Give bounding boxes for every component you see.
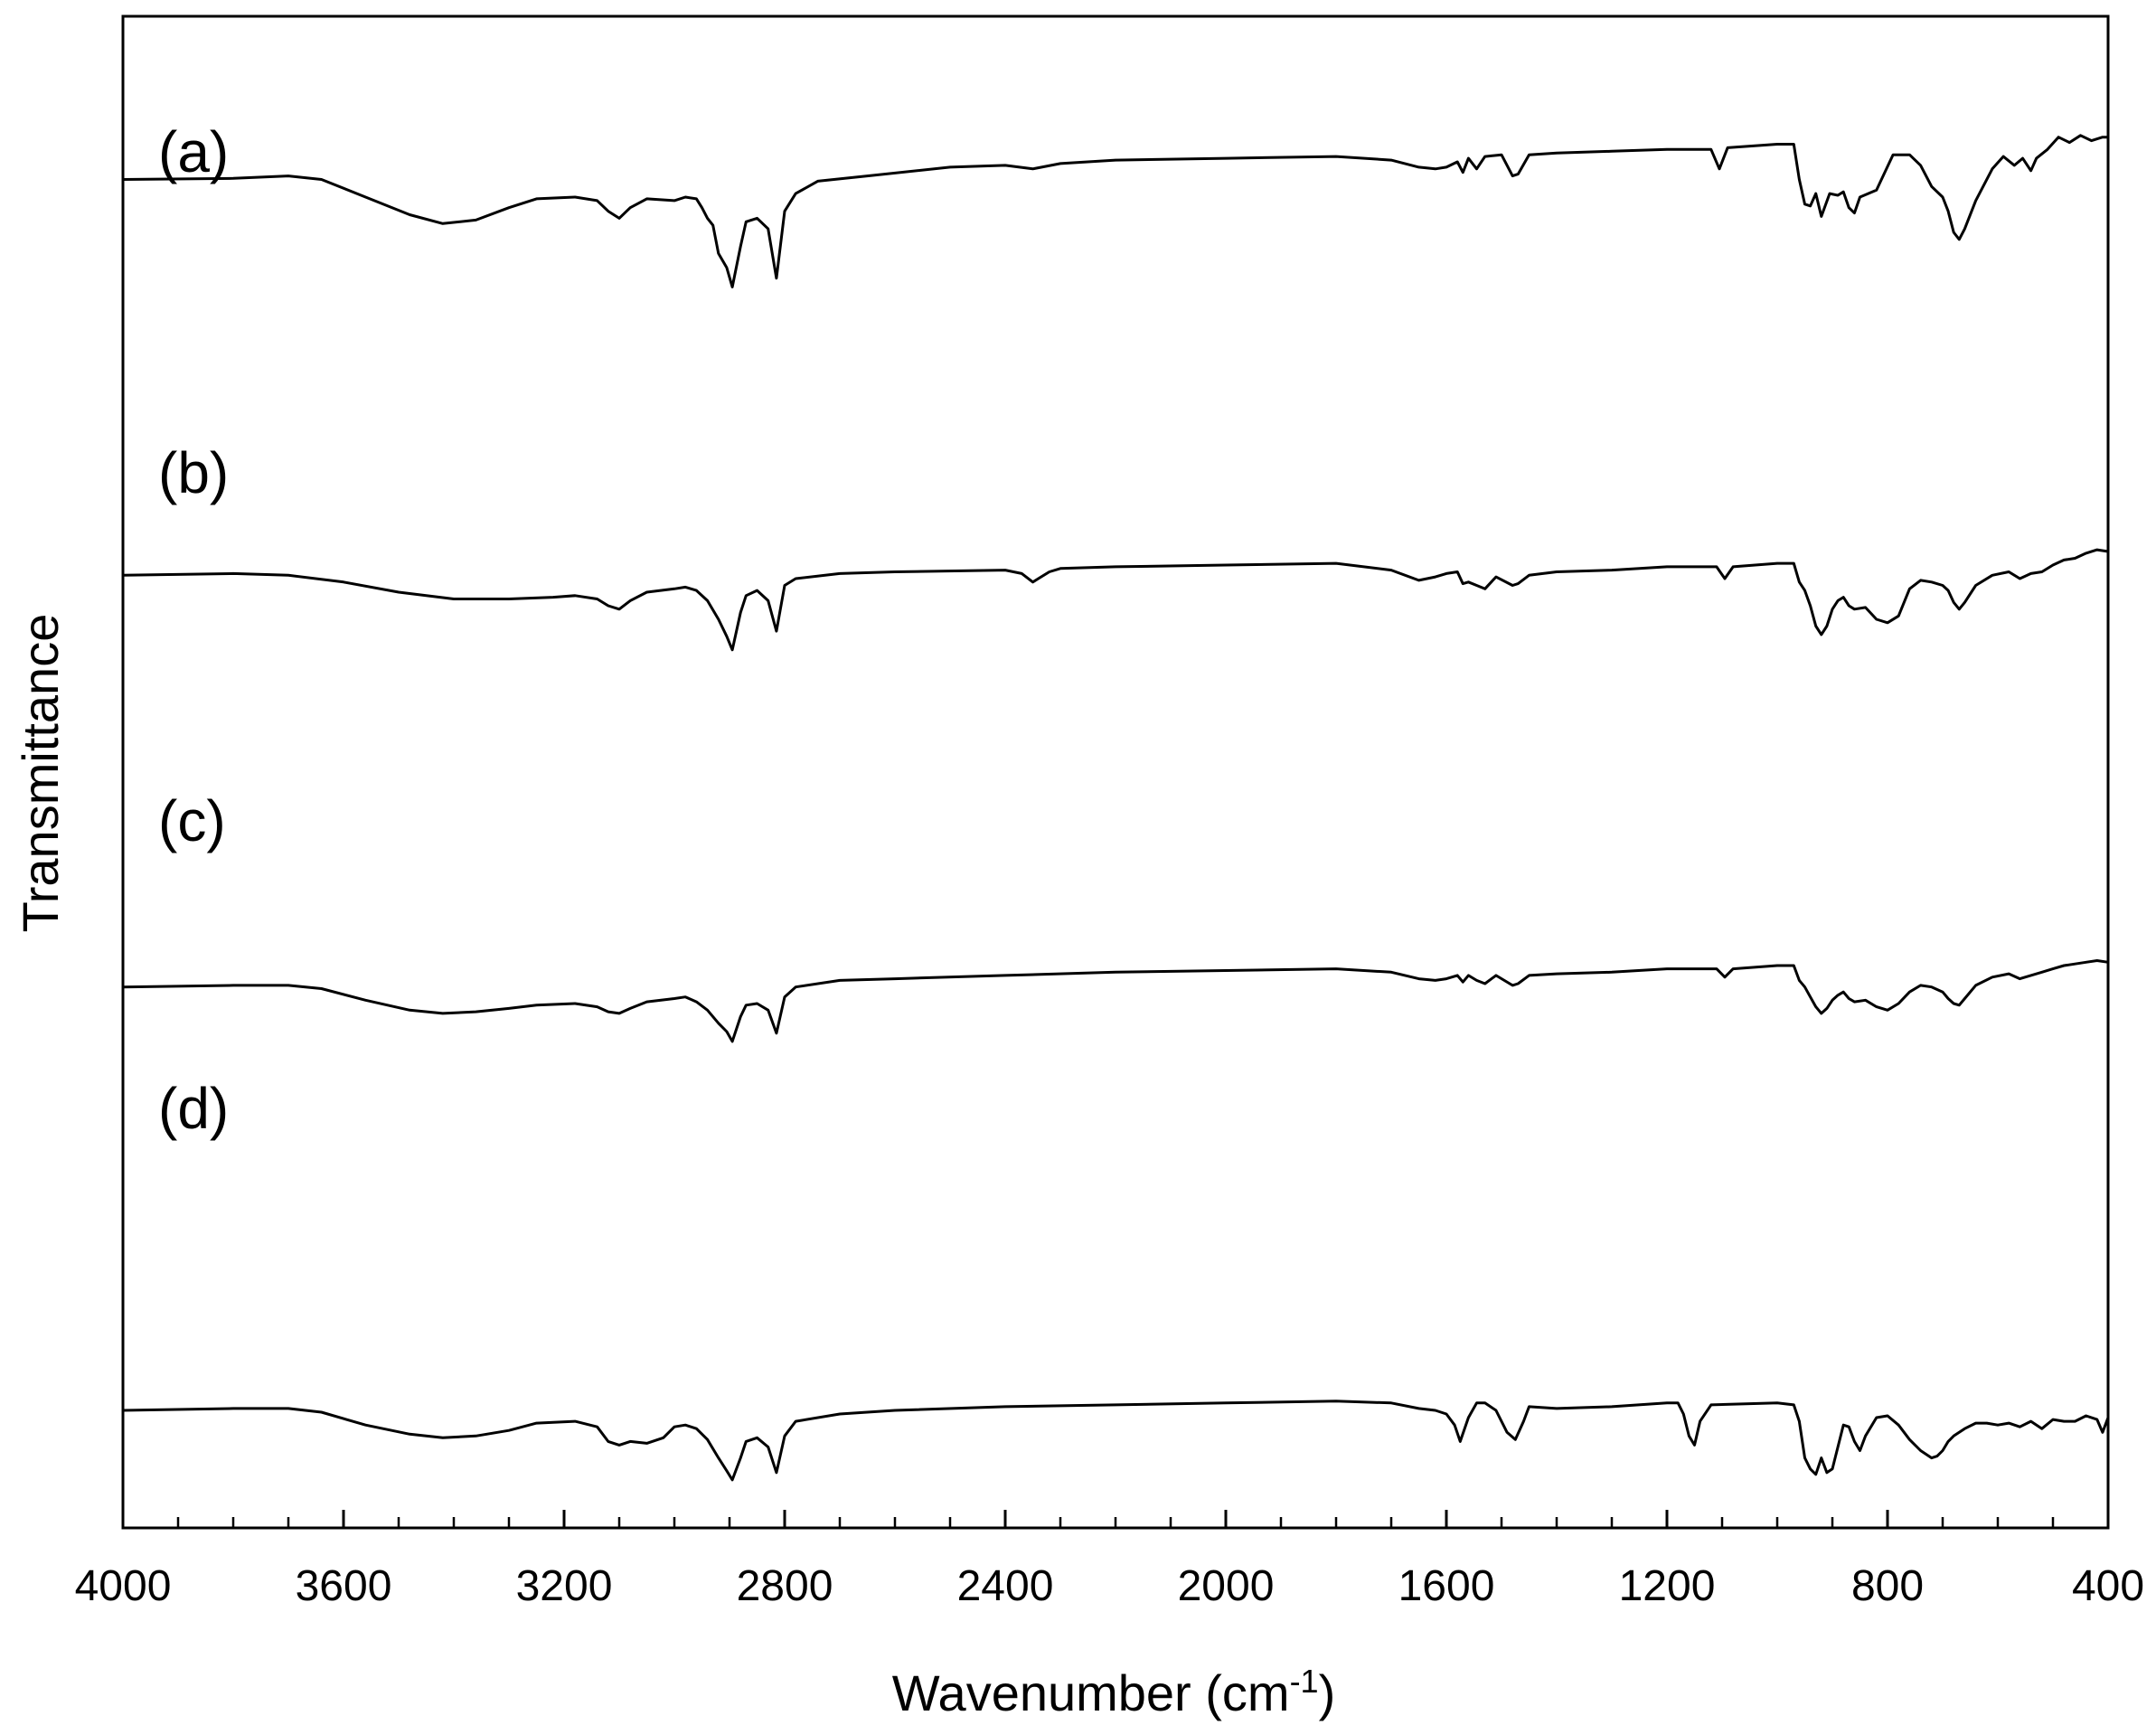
y-axis-label: Transmittance [12, 614, 69, 933]
x-tick-label: 800 [1851, 1562, 1924, 1610]
series-lines [122, 134, 2110, 1482]
x-tick-label: 1600 [1398, 1562, 1495, 1610]
x-tick-label: 2800 [737, 1562, 833, 1610]
x-tick-label: 1200 [1619, 1562, 1716, 1610]
x-tick-label: 2400 [957, 1562, 1054, 1610]
series-label: (b) [158, 440, 229, 505]
x-tick-label: 3200 [516, 1562, 613, 1610]
x-tick-label: 2000 [1178, 1562, 1275, 1610]
x-tick-label: 4000 [75, 1562, 172, 1610]
series-labels: (a) (b) (c) (d) [158, 119, 229, 1141]
x-axis-label: Wavenumber (cm-1) [892, 1663, 1335, 1721]
x-axis-label-text: Wavenumber (cm [892, 1664, 1290, 1721]
series-line [122, 548, 2109, 652]
series-line [122, 959, 2109, 1043]
x-axis-label-close: ) [1319, 1664, 1336, 1721]
x-axis-label-superscript: -1 [1290, 1663, 1319, 1700]
x-tick-label: 400 [2072, 1562, 2144, 1610]
x-tick-label: 3600 [296, 1562, 392, 1610]
series-label: (d) [158, 1076, 229, 1141]
series-label: (c) [158, 788, 226, 853]
x-axis-ticks [121, 1510, 2110, 1528]
plot-frame [121, 14, 2110, 1530]
series-label: (a) [158, 119, 229, 184]
x-axis-tick-labels: 4000 3600 3200 2800 2400 2000 1600 1200 800 400 [75, 1562, 2144, 1610]
series-line [122, 1400, 2110, 1482]
series-line [122, 134, 2108, 288]
